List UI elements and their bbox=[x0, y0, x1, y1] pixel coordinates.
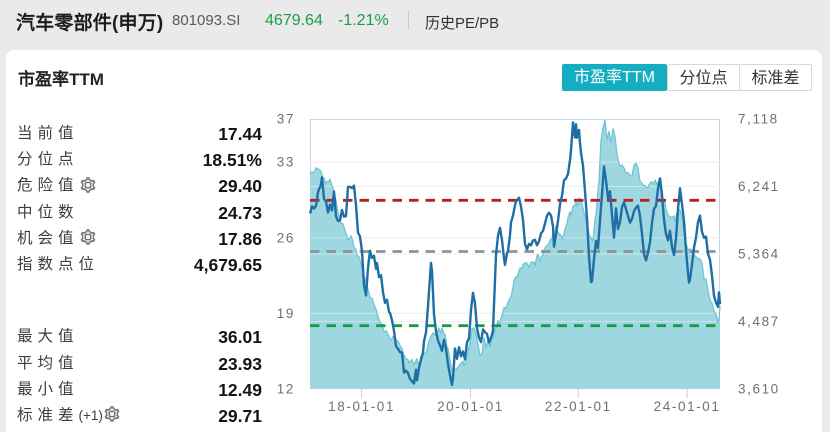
svg-text:3,610: 3,610 bbox=[738, 382, 780, 397]
svg-text:33: 33 bbox=[277, 155, 295, 170]
svg-text:26: 26 bbox=[277, 230, 295, 245]
svg-text:6,241: 6,241 bbox=[738, 179, 780, 194]
svg-text:4,487: 4,487 bbox=[738, 314, 780, 329]
svg-text:12: 12 bbox=[277, 382, 295, 397]
svg-text:37: 37 bbox=[277, 112, 295, 127]
svg-text:20-01-01: 20-01-01 bbox=[437, 399, 504, 414]
svg-text:19: 19 bbox=[277, 306, 295, 321]
svg-text:18-01-01: 18-01-01 bbox=[328, 399, 395, 414]
svg-text:24-01-01: 24-01-01 bbox=[654, 399, 721, 414]
svg-text:22-01-01: 22-01-01 bbox=[545, 399, 612, 414]
svg-text:5,364: 5,364 bbox=[738, 247, 780, 262]
svg-text:7,118: 7,118 bbox=[738, 112, 779, 127]
